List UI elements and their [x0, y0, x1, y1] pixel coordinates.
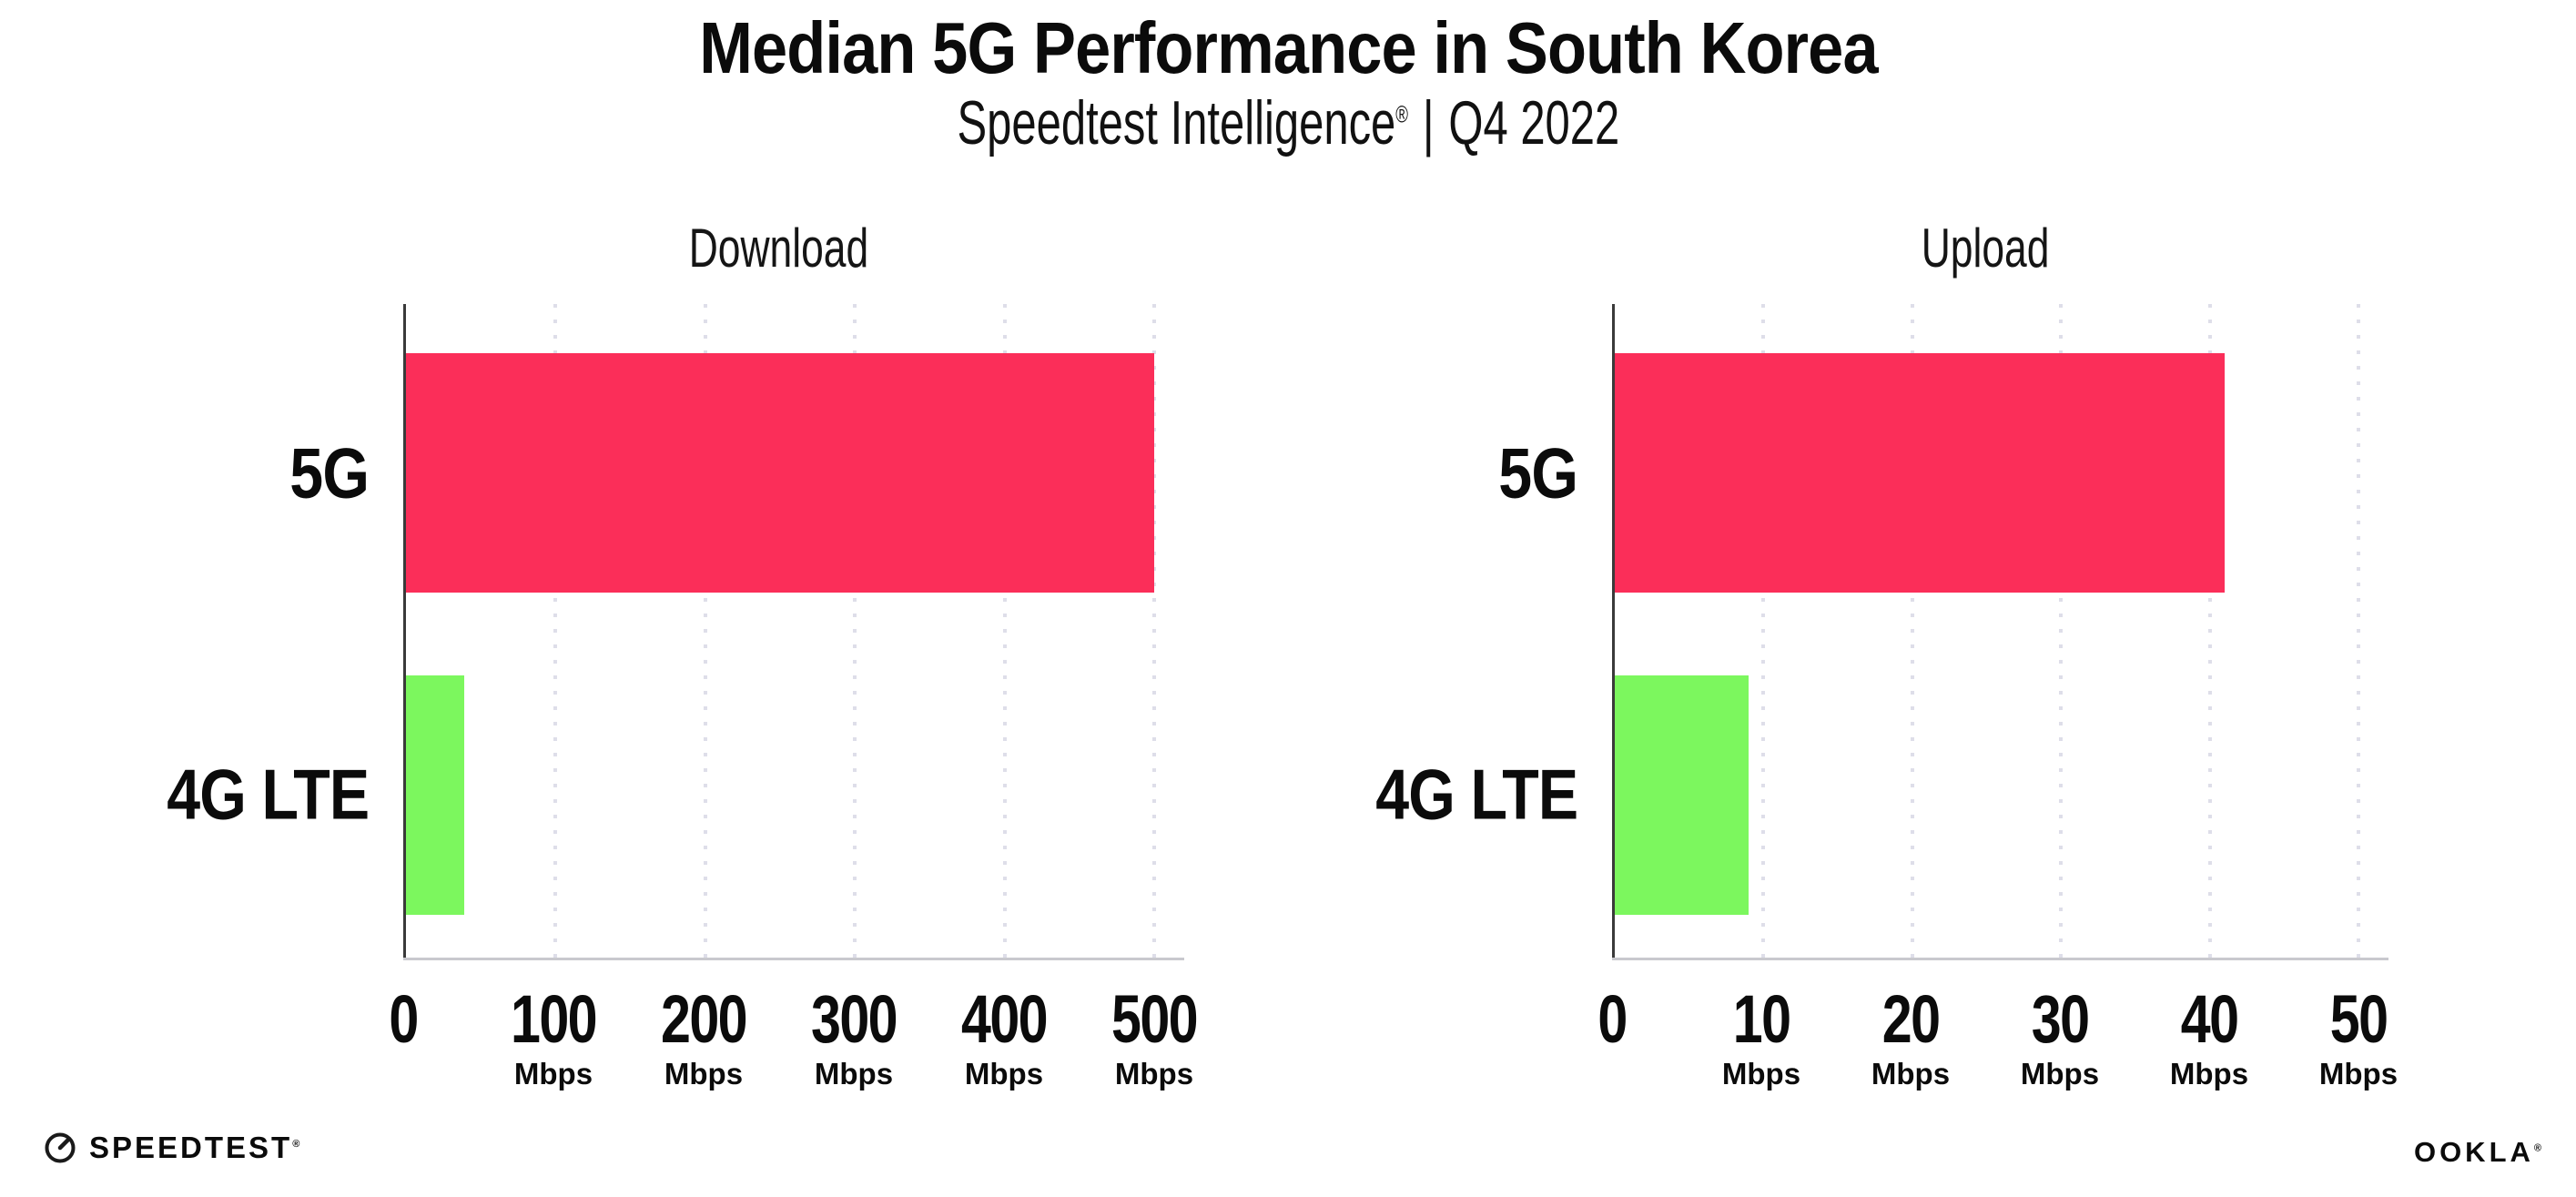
page-title: Median 5G Performance in South Korea	[0, 7, 2576, 89]
gridline-download-400	[1002, 304, 1007, 959]
gridline-upload-40	[2207, 304, 2212, 959]
upload-x-axis-ticks: 0 10 Mbps 20 Mbps 30 Mbps 40 Mbps 50 Mbps	[1597, 981, 2398, 1100]
x-tick-unit: Mbps	[2318, 1057, 2399, 1090]
x-tick-value: 0	[389, 981, 419, 1057]
speedtest-wordmark: SPEEDTEST®	[89, 1130, 300, 1164]
x-tick-unit: Mbps	[2169, 1057, 2249, 1090]
subtitle-brand: Speedtest Intelligence	[957, 88, 1395, 157]
x-tick-value: 500	[1111, 981, 1199, 1057]
gridline-download-100	[553, 304, 558, 959]
x-tick-unit: Mbps	[1721, 1057, 1801, 1090]
upload-x-axis-line	[1612, 958, 2388, 960]
x-tick-download-100: 100 Mbps	[500, 981, 606, 1090]
x-tick-download-300: 300 Mbps	[800, 981, 907, 1090]
download-x-axis-ticks: 0 100 Mbps 200 Mbps 300 Mbps 400 Mbps 500 Mbps	[389, 981, 1198, 1100]
page-subtitle-text: Speedtest Intelligence® | Q4 2022	[957, 87, 1619, 158]
gridline-upload-50	[2357, 304, 2360, 959]
x-tick-value: 10	[1732, 981, 1791, 1057]
gridline-download-300	[853, 304, 857, 959]
x-tick-upload-50: 50 Mbps	[2318, 981, 2399, 1090]
x-tick-value: 300	[811, 981, 898, 1057]
x-tick-value: 50	[2329, 981, 2388, 1057]
bar-5g-download	[406, 352, 1154, 593]
x-tick-download-500: 500 Mbps	[1100, 981, 1207, 1090]
x-tick-unit: Mbps	[814, 1057, 894, 1090]
x-tick-value: 20	[1881, 981, 1941, 1057]
bar-5g-upload	[1615, 352, 2225, 593]
category-label-4g-lte: 4G LTE	[166, 754, 370, 835]
download-chart-title: Download	[688, 218, 869, 279]
download-x-axis-line	[403, 958, 1184, 960]
category-label-5g: 5G	[289, 432, 370, 512]
x-tick-download-400: 400 Mbps	[950, 981, 1057, 1090]
x-tick-upload-20: 20 Mbps	[1871, 981, 1951, 1090]
x-tick-value: 200	[661, 981, 748, 1057]
speedtest-gauge-icon	[45, 1132, 76, 1163]
subtitle-period: Q4 2022	[1448, 88, 1619, 157]
upload-plot-area	[1612, 304, 2388, 960]
x-tick-value: 400	[961, 981, 1049, 1057]
x-tick-upload-40: 40 Mbps	[2169, 981, 2249, 1090]
x-tick-unit: Mbps	[513, 1057, 593, 1090]
download-plot-area	[403, 304, 1184, 960]
x-tick-value: 100	[511, 981, 598, 1057]
x-tick-download-200: 200 Mbps	[650, 981, 756, 1090]
x-tick-unit: Mbps	[1114, 1057, 1194, 1090]
speedtest-logo: SPEEDTEST®	[42, 1129, 299, 1165]
ookla-trademark: ®	[2533, 1142, 2541, 1154]
page-subtitle: Speedtest Intelligence® | Q4 2022	[0, 87, 2576, 158]
x-tick-unit: Mbps	[664, 1057, 744, 1090]
page-title-text: Median 5G Performance in South Korea	[698, 7, 1878, 88]
gridline-download-500	[1152, 304, 1156, 959]
gridline-upload-30	[2059, 304, 2064, 959]
x-tick-value: 0	[1597, 981, 1628, 1057]
bar-4g-lte-download	[406, 675, 465, 915]
x-tick-value: 30	[2031, 981, 2090, 1057]
registered-mark: ®	[1394, 102, 1408, 128]
x-tick-value: 40	[2180, 981, 2239, 1057]
x-tick-unit: Mbps	[1871, 1057, 1951, 1090]
x-tick-unit: Mbps	[2020, 1057, 2100, 1090]
upload-category-labels: 5G 4G LTE	[1274, 304, 1578, 959]
speedtest-trademark: ®	[292, 1138, 300, 1150]
x-tick-upload-10: 10 Mbps	[1721, 981, 1801, 1090]
gridline-upload-20	[1910, 304, 1914, 959]
x-tick-upload-30: 30 Mbps	[2020, 981, 2100, 1090]
x-tick-download-0: 0	[385, 986, 421, 1053]
gridline-upload-10	[1761, 304, 1766, 959]
category-label-4g-lte: 4G LTE	[1374, 754, 1578, 835]
upload-chart-title: Upload	[1921, 218, 2050, 279]
gridline-download-200	[703, 304, 707, 959]
x-tick-upload-0: 0	[1594, 986, 1629, 1053]
ookla-logo: OOKLA®	[2413, 1136, 2541, 1168]
category-label-5g: 5G	[1498, 432, 1578, 512]
subtitle-divider: |	[1422, 88, 1435, 157]
download-category-labels: 5G 4G LTE	[91, 304, 370, 959]
x-tick-unit: Mbps	[964, 1057, 1044, 1090]
bar-4g-lte-upload	[1615, 675, 1749, 915]
